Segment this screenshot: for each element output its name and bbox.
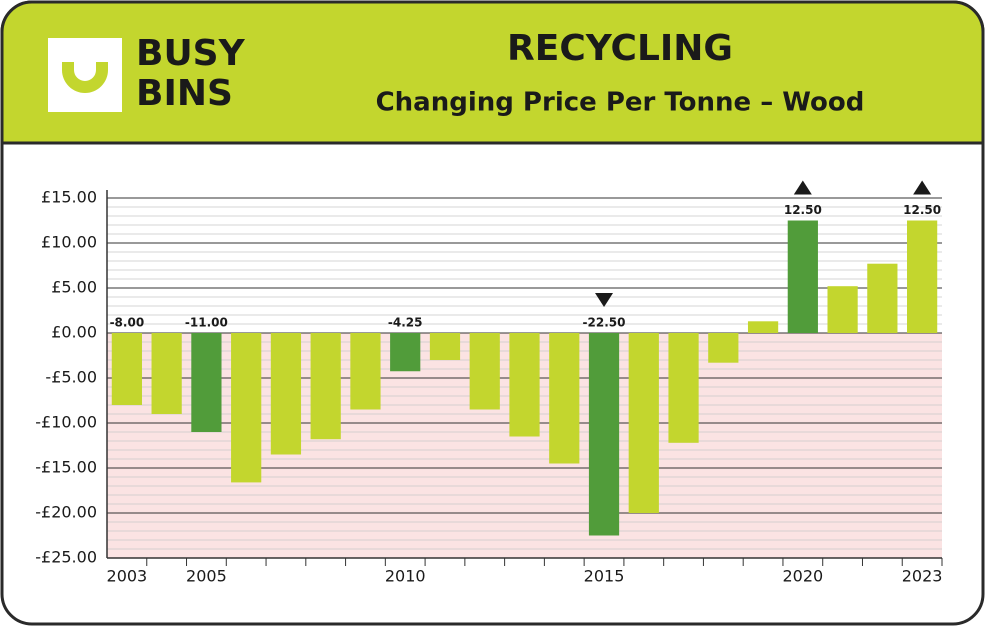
bar [191,333,222,432]
logo-text: BINS [136,73,233,114]
value-label: -4.25 [388,316,423,330]
bar [469,333,500,410]
y-tick-label: -£15.00 [35,458,97,477]
min-marker [595,293,614,307]
bar [509,333,540,437]
y-tick-label: -£20.00 [35,503,97,522]
value-label: -22.50 [583,316,626,330]
max-marker [913,180,932,195]
bar [231,333,262,483]
bar [429,333,461,360]
bar [787,220,818,333]
y-tick-label: -£5.00 [45,368,97,387]
x-tick-label: 2003 [107,567,148,586]
y-tick-label: -£10.00 [35,413,97,432]
bar [747,321,779,333]
logo-text: BUSY [136,33,246,74]
max-marker [793,180,812,195]
bar [708,333,739,363]
value-label: 12.50 [784,203,822,217]
x-tick-label: 2023 [902,567,943,586]
value-label: -8.00 [110,316,145,330]
logo-icon [62,62,108,93]
bar [827,286,858,333]
chart-title: RECYCLING [507,28,733,69]
bar [111,333,142,405]
bar [668,333,699,443]
bar [390,333,421,372]
y-tick-label: £10.00 [41,233,97,252]
y-tick-label: -£25.00 [35,548,97,567]
y-tick-label: £5.00 [51,278,97,297]
x-tick-label: 2010 [385,567,426,586]
bar [310,333,341,440]
x-tick-label: 2020 [782,567,823,586]
bar [350,333,381,410]
value-label: -11.00 [185,316,228,330]
bar [628,333,659,513]
bar [588,333,620,536]
logo-box [48,38,122,112]
bar [151,333,182,414]
x-tick-label: 2015 [584,567,625,586]
y-tick-label: £0.00 [51,323,97,342]
y-tick-label: £15.00 [41,188,97,207]
bar [549,333,580,464]
bar [270,333,302,455]
header [0,0,985,145]
x-tick-label: 2005 [186,567,227,586]
chart-subtitle: Changing Price Per Tonne – Wood [376,88,865,118]
bar [867,263,898,333]
value-label: 12.50 [903,203,941,217]
bar [907,220,938,333]
